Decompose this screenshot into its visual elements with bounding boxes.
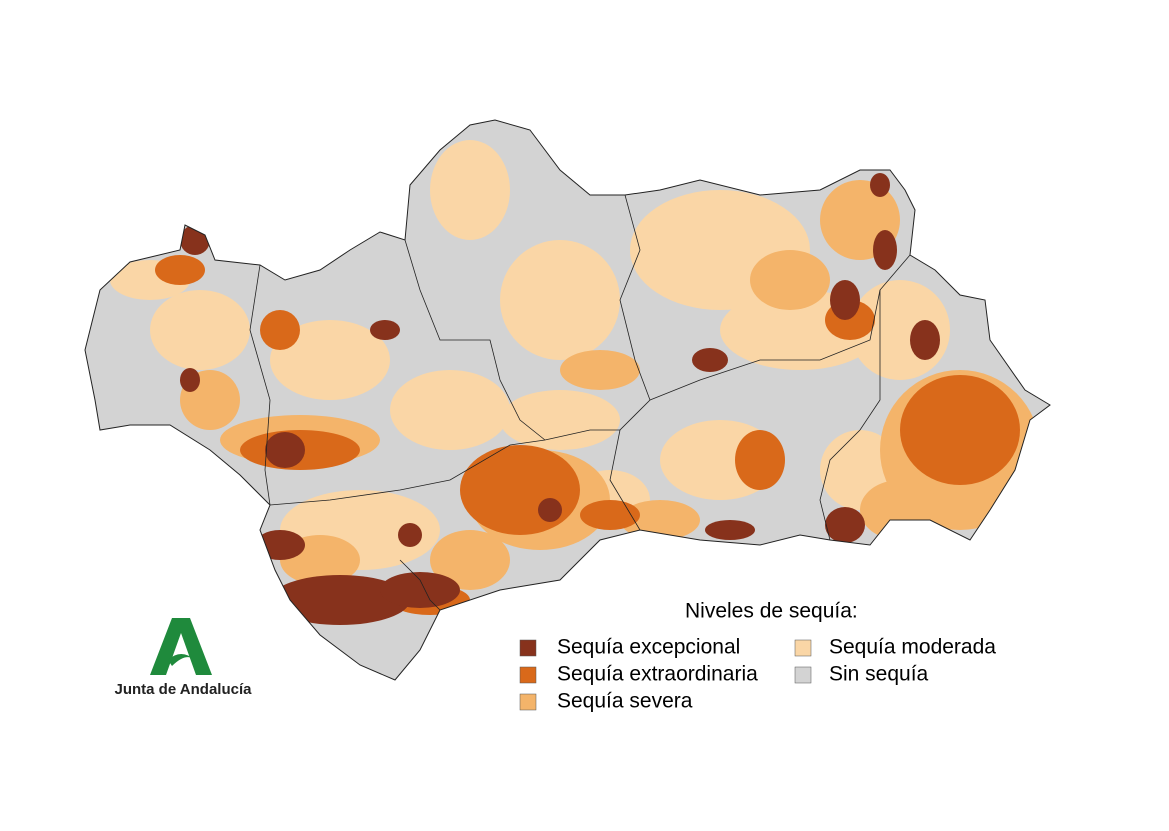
- legend-swatch: [794, 639, 812, 657]
- region-outline: [84, 119, 1051, 681]
- legend-label: Sequía moderada: [829, 636, 996, 659]
- drought-area: [270, 575, 410, 625]
- drought-area: [825, 507, 865, 543]
- drought-area: [538, 498, 562, 522]
- legend-title: Niveles de sequía:: [685, 600, 858, 623]
- drought-area: [270, 320, 390, 400]
- legend-swatch: [519, 693, 537, 711]
- drought-area: [580, 500, 640, 530]
- legend: Niveles de sequía: Sequía excepcional Seq…: [519, 600, 996, 713]
- drought-area: [500, 390, 620, 450]
- legend-label: Sequía extraordinaria: [557, 663, 758, 686]
- drought-area: [155, 255, 205, 285]
- logo-mark-bar: [168, 654, 195, 666]
- drought-area: [870, 173, 890, 197]
- logo-mark: [150, 618, 212, 675]
- drought-area: [860, 480, 940, 540]
- drought-area: [873, 230, 897, 270]
- drought-area: [735, 430, 785, 490]
- drought-area: [370, 320, 400, 340]
- legend-swatch: [794, 666, 812, 684]
- drought-area: [390, 370, 510, 450]
- drought-area: [265, 432, 305, 468]
- drought-area: [255, 530, 305, 560]
- drought-area: [430, 530, 510, 590]
- legend-swatch: [519, 666, 537, 684]
- legend-label: Sequía severa: [557, 690, 693, 713]
- drought-area: [750, 250, 830, 310]
- legend-label: Sequía excepcional: [557, 636, 740, 659]
- legend-label: Sin sequía: [829, 663, 929, 686]
- drought-area: [260, 310, 300, 350]
- drought-area: [460, 445, 580, 535]
- drought-area: [830, 280, 860, 320]
- drought-area: [500, 240, 620, 360]
- drought-area: [430, 140, 510, 240]
- logo-text: Junta de Andalucía: [115, 681, 253, 698]
- drought-area: [380, 572, 460, 608]
- logo: Junta de Andalucía: [115, 618, 253, 698]
- drought-area: [910, 320, 940, 360]
- drought-area: [150, 290, 250, 370]
- drought-area: [180, 368, 200, 392]
- drought-area: [398, 523, 422, 547]
- drought-area: [705, 520, 755, 540]
- drought-area: [560, 350, 640, 390]
- province-borders: [249, 194, 911, 611]
- legend-swatch: [519, 639, 537, 657]
- drought-area: [900, 375, 1020, 485]
- drought-area: [692, 348, 728, 372]
